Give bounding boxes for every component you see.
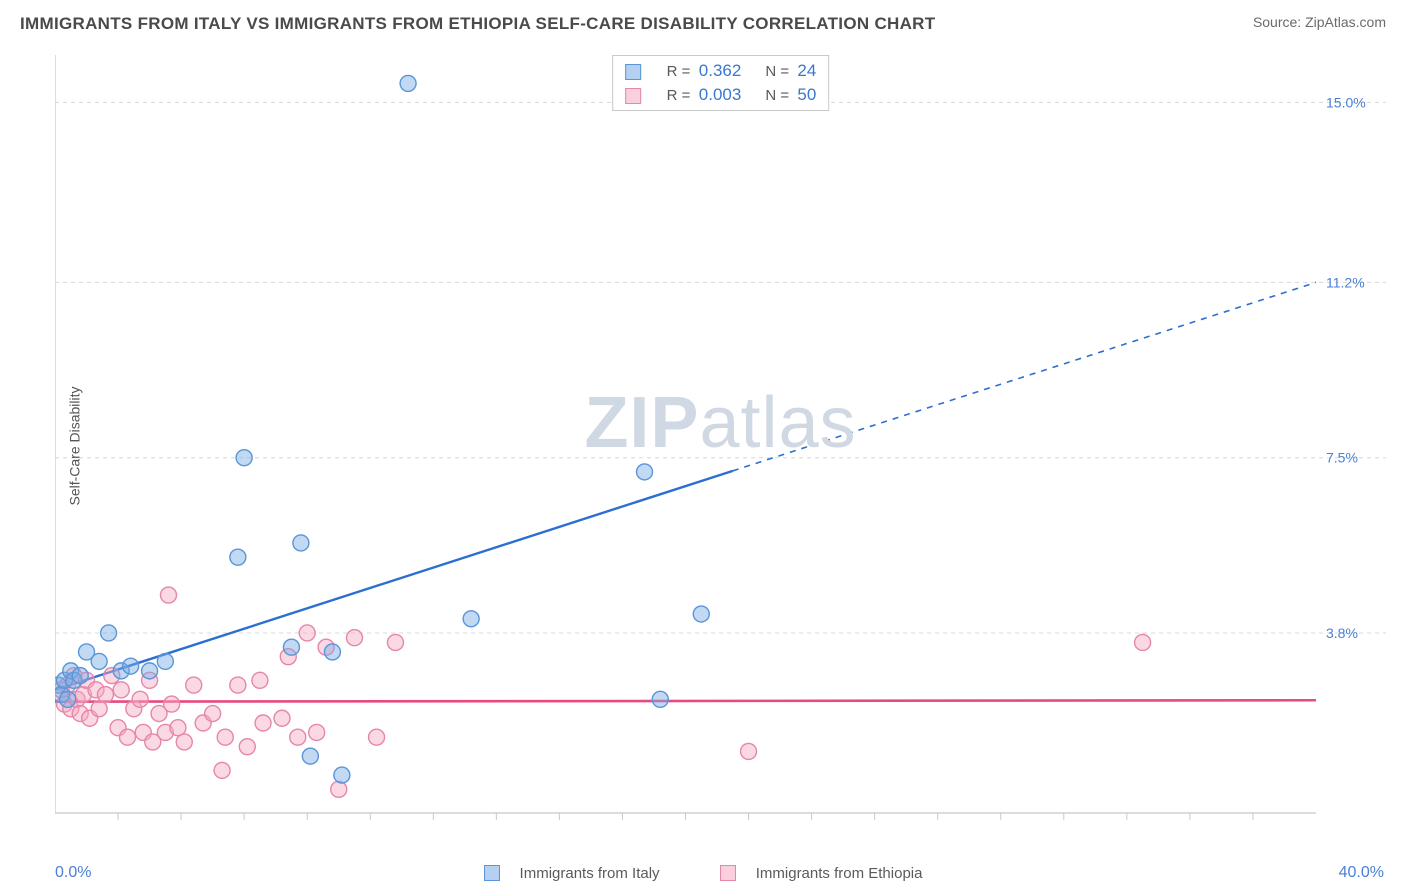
legend-item-ethiopia: Immigrants from Ethiopia (706, 865, 937, 882)
scatter-plot: 3.8% 7.5% 11.2% 15.0% (55, 55, 1386, 837)
n-value-italy: 24 (797, 61, 816, 80)
n-value-ethiopia: 50 (797, 85, 816, 104)
legend-stats-row-italy: R = 0.362 N = 24 (613, 59, 829, 83)
legend-label-italy: Immigrants from Italy (520, 865, 660, 882)
r-label: R = (667, 87, 691, 104)
swatch-blue-icon (484, 865, 500, 881)
n-label: N = (765, 63, 789, 80)
legend-item-italy: Immigrants from Italy (470, 865, 674, 882)
source-label: Source: (1253, 14, 1305, 30)
r-value-italy: 0.362 (699, 61, 742, 80)
swatch-pink-icon (720, 865, 736, 881)
n-label: N = (765, 87, 789, 104)
source-attribution: Source: ZipAtlas.com (1253, 14, 1386, 30)
legend-label-ethiopia: Immigrants from Ethiopia (756, 865, 923, 882)
chart-title: IMMIGRANTS FROM ITALY VS IMMIGRANTS FROM… (20, 14, 935, 34)
legend-stats-row-ethiopia: R = 0.003 N = 50 (613, 83, 829, 107)
legend-stats: R = 0.362 N = 24 R = 0.003 N = 50 (612, 55, 830, 111)
svg-text:11.2%: 11.2% (1326, 274, 1365, 290)
svg-text:7.5%: 7.5% (1326, 450, 1358, 466)
y-axis-label: Self-Care Disability (67, 386, 83, 505)
legend-series: Immigrants from Italy Immigrants from Et… (0, 865, 1406, 882)
source-value: ZipAtlas.com (1305, 14, 1386, 30)
header: IMMIGRANTS FROM ITALY VS IMMIGRANTS FROM… (0, 0, 1406, 40)
swatch-blue-icon (625, 64, 641, 80)
r-label: R = (667, 63, 691, 80)
swatch-pink-icon (625, 88, 641, 104)
svg-text:3.8%: 3.8% (1326, 625, 1358, 641)
plot-area: Self-Care Disability R = 0.362 N = 24 R … (55, 55, 1386, 837)
r-value-ethiopia: 0.003 (699, 85, 742, 104)
svg-text:15.0%: 15.0% (1326, 94, 1366, 110)
